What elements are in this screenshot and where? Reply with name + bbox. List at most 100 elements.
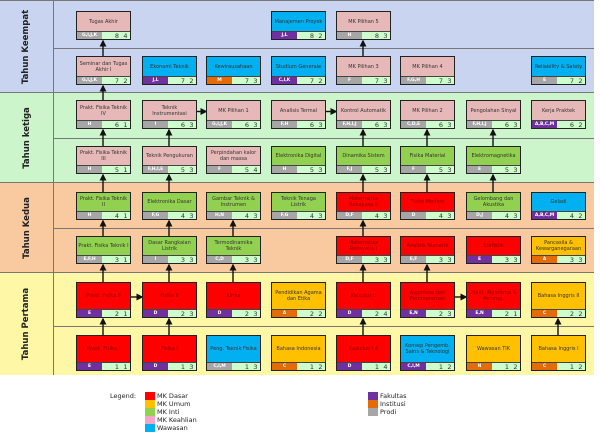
course-box[interactable]: Teknik Instrumentasi I 6 3	[142, 100, 197, 129]
course-box[interactable]: Reliability & Safety E 7 2	[531, 56, 586, 85]
course-box[interactable]: MK Pilihan 2 C,D,E 6 3	[400, 100, 455, 129]
legend-category-label: MK Inti	[157, 408, 180, 416]
course-box[interactable]: Pengolahan Sinyal F,H,I,J 6 3	[466, 100, 521, 129]
course-box[interactable]: Elektronika Dasar F,G 4 3	[142, 192, 197, 220]
credit-count: 3	[447, 212, 452, 220]
course-box[interactable]: Termodinamika Teknik C,D 3 3	[206, 236, 261, 264]
course-box[interactable]: Kontrol Automatik F,H,I,J 6 3	[336, 100, 391, 129]
course-box[interactable]: Pancasila & Kewarganegaraan A 3 3	[531, 236, 586, 264]
year-label: Tahun Kedua	[0, 183, 54, 272]
course-box[interactable]: Statistik E 3 3	[466, 236, 521, 264]
credit-count: 3	[383, 212, 388, 220]
level-tag: F,H	[272, 121, 297, 128]
course-box[interactable]: Gambar Teknik & Instrumen H,N 4 3	[206, 192, 261, 220]
course-box[interactable]: Analisis Termal F,H 6 3	[271, 100, 326, 129]
course-box[interactable]: Dasar Rangkaian Listrik I 3 3	[142, 236, 197, 264]
course-box[interactable]: Peng. Teknik Fisika C,I,M 1 3	[206, 335, 261, 371]
course-box[interactable]: Manajemen Proyek J,L 8 2	[271, 11, 326, 40]
credit-count: 2	[578, 363, 583, 371]
course-box[interactable]: Bahasa Indonesia C 1 2	[271, 335, 326, 371]
course-box[interactable]: Prakt. Fisika Teknik III H 5 1	[76, 146, 131, 174]
level-tag: E,N	[401, 310, 426, 317]
level-tag: E	[532, 77, 557, 84]
semester-number: 6	[244, 121, 249, 129]
course-footer: F,H,I,E 5 3	[143, 165, 196, 174]
level-tag: D,F	[337, 256, 362, 263]
credit-count: 3	[383, 121, 388, 129]
level-tag: F	[401, 166, 426, 173]
course-box[interactable]: Seminar dan Tugas Akhir I G,I,J,K 7 2	[76, 56, 131, 85]
course-box[interactable]: Fisika II D 2 3	[142, 282, 197, 318]
course-box[interactable]: Prakt. Fisika Teknik I E,F,H 3 1	[76, 236, 131, 264]
course-box[interactable]: Ekonomi Teknik J,L 7 2	[142, 56, 197, 85]
course-box[interactable]: Fisika Modern D 4 3	[400, 192, 455, 220]
credit-count: 3	[189, 121, 194, 129]
credit-count: 1	[123, 166, 128, 174]
course-box[interactable]: Geladi A,B,C,M 4 2	[531, 192, 586, 220]
course-box[interactable]: Kalkulus II D 2 4	[336, 282, 391, 318]
credit-count: 3	[513, 256, 518, 264]
semester-divider	[54, 326, 594, 327]
legend-level: Fakultas	[368, 392, 407, 400]
course-name: Statistik	[483, 243, 504, 249]
course-name: Prakt. Fisika II	[86, 293, 121, 299]
course-box[interactable]: Dinamika Sistem F,J 5 3	[336, 146, 391, 174]
credit-count: 2	[578, 212, 583, 220]
course-box[interactable]: Konsep Pengemb. Sains & Teknologi C,I,M 1 2	[400, 335, 455, 371]
course-box[interactable]: Algoritma dan Pemrograman E,N 2 3	[400, 282, 455, 318]
course-box[interactable]: Prakt. Fisika Teknik IV H 6 1	[76, 100, 131, 129]
course-footer: F,H 6 3	[272, 120, 325, 129]
course-box[interactable]: Tugas Akhir G,I,J,K 8 4	[76, 11, 131, 40]
course-box[interactable]: Bahasa Inggris II C 2 2	[531, 282, 586, 318]
course-footer: D,F 4 3	[337, 211, 390, 220]
course-box[interactable]: Prakt. Fisika Teknik II H 4 1	[76, 192, 131, 220]
course-box[interactable]: Elektromagnetika E 5 3	[466, 146, 521, 174]
course-box[interactable]: MK Pilihan 4 F,G,H 7 3	[400, 56, 455, 85]
course-name: Prakt. Fisika I	[87, 346, 120, 352]
credit-count: 3	[253, 77, 258, 85]
course-box[interactable]: Matematika Rekayasa II D,F 4 3	[336, 192, 391, 220]
course-box[interactable]: Analisis Numerik E,F 3 3	[400, 236, 455, 264]
course-box[interactable]: Pendidikan Agama dan Etika A 2 2	[271, 282, 326, 318]
course-box[interactable]: Matematika Rekayasa I D,F 3 3	[336, 236, 391, 264]
course-name: Fisika I	[161, 346, 178, 352]
course-box[interactable]: Teknik Tenaga Listrik F,G 4 3	[271, 192, 326, 220]
level-tag: A,B,C,M	[532, 121, 557, 128]
level-tag: H	[337, 32, 362, 39]
course-box[interactable]: Teknik Pengukuran F,H,I,E 5 3	[142, 146, 197, 174]
course-box[interactable]: Wawasan TIK N 1 2	[466, 335, 521, 371]
course-box[interactable]: Studium Generale C,I,K 7 2	[271, 56, 326, 85]
course-box[interactable]: Kewirausahaan M 7 3	[206, 56, 261, 85]
course-box[interactable]: Kimia D 2 3	[206, 282, 261, 318]
credit-count: 3	[253, 363, 258, 371]
course-box[interactable]: Elektronika Digital H 5 3	[271, 146, 326, 174]
course-box[interactable]: Prakt. Algoritma & Pemrog. E,N 2 1	[466, 282, 521, 318]
course-name: Wawasan TIK	[476, 346, 511, 352]
year-label-text: Tahun Pertama	[21, 287, 32, 361]
course-box[interactable]: Kerja Praktek A,B,C,M 6 2	[531, 100, 586, 129]
credit-count: 3	[189, 256, 194, 264]
course-box[interactable]: Prakt. Fisika II E 2 1	[76, 282, 131, 318]
course-box[interactable]: Perpindahan kalor dan massa F 5 4	[206, 146, 261, 174]
course-name: Bahasa Inggris II	[537, 293, 580, 299]
course-name: Prakt. Algoritma & Pemrog.	[470, 290, 517, 302]
semester-number: 2	[180, 310, 185, 318]
course-box[interactable]: MK Pilihan 1 G,I,J,K 6 3	[206, 100, 261, 129]
semester-number: 3	[114, 256, 119, 264]
course-box[interactable]: Gelombang dan Akustika D,J 4 3	[466, 192, 521, 220]
course-box[interactable]: Fisika Material F 5 3	[400, 146, 455, 174]
level-tag: E,N	[467, 310, 492, 317]
semester-number: 1	[114, 363, 119, 371]
course-footer: G,I,J,K 8 4	[77, 31, 130, 40]
